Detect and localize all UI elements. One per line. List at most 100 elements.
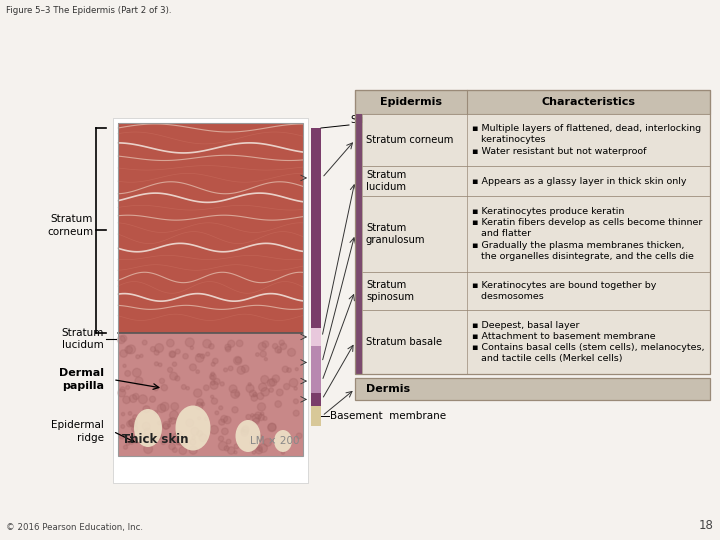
Circle shape [210,375,215,379]
Ellipse shape [274,430,292,452]
Circle shape [150,396,156,402]
Text: 18: 18 [699,519,714,532]
Circle shape [214,379,220,384]
Circle shape [155,362,158,366]
Circle shape [263,416,267,421]
Circle shape [170,372,178,380]
Circle shape [126,442,130,446]
Circle shape [234,444,239,449]
Circle shape [118,389,126,397]
Circle shape [145,437,150,442]
Circle shape [190,346,194,349]
Circle shape [246,384,254,393]
Circle shape [175,376,180,381]
Text: ▪ Appears as a glassy layer in thick skin only: ▪ Appears as a glassy layer in thick ski… [472,177,686,186]
Circle shape [253,418,259,424]
Circle shape [224,416,231,424]
FancyBboxPatch shape [355,272,362,310]
Circle shape [218,436,224,441]
Circle shape [211,381,215,385]
Circle shape [261,388,269,396]
Circle shape [203,340,211,348]
Circle shape [132,394,139,400]
Circle shape [251,395,258,401]
Circle shape [120,434,124,439]
Circle shape [128,420,135,426]
Circle shape [264,438,271,447]
Text: Dermal
papilla: Dermal papilla [59,368,104,391]
Circle shape [126,386,130,389]
Circle shape [180,438,188,446]
Circle shape [231,389,240,399]
FancyBboxPatch shape [311,346,321,393]
Circle shape [224,368,228,372]
Circle shape [132,415,138,420]
Circle shape [148,436,156,443]
Circle shape [161,402,169,411]
FancyBboxPatch shape [362,272,710,310]
Circle shape [122,396,130,403]
Circle shape [287,368,292,373]
Circle shape [277,349,282,353]
Circle shape [194,389,202,397]
FancyBboxPatch shape [311,393,321,406]
Text: ▪ Keratinocytes produce keratin
▪ Keratin fibers develop as cells become thinner: ▪ Keratinocytes produce keratin ▪ Kerati… [472,207,703,261]
Circle shape [211,398,217,404]
Circle shape [236,340,243,347]
Circle shape [250,440,255,445]
Circle shape [192,436,195,440]
Circle shape [225,347,231,352]
Circle shape [173,434,180,441]
Circle shape [258,383,267,391]
FancyBboxPatch shape [118,333,303,456]
Circle shape [235,392,240,396]
Circle shape [289,379,298,387]
Circle shape [228,366,233,371]
Circle shape [167,424,171,427]
Text: Stratum
lucidum: Stratum lucidum [366,170,406,192]
Circle shape [172,362,176,366]
Circle shape [284,383,289,390]
Circle shape [154,350,159,355]
Circle shape [197,430,203,436]
Ellipse shape [176,406,210,450]
Circle shape [210,381,218,389]
FancyBboxPatch shape [113,118,308,483]
Circle shape [154,410,158,414]
Circle shape [241,429,248,436]
Circle shape [127,345,135,354]
Circle shape [255,412,261,419]
Circle shape [294,387,297,390]
FancyBboxPatch shape [311,328,321,346]
Circle shape [241,427,248,435]
Circle shape [204,417,208,420]
Circle shape [268,423,276,431]
Circle shape [201,402,204,406]
Circle shape [210,395,214,399]
Circle shape [120,387,125,392]
Circle shape [241,365,249,373]
Circle shape [246,414,251,420]
Ellipse shape [134,409,162,447]
Circle shape [256,435,263,441]
Text: ▪ Deepest, basal layer
▪ Attachment to basement membrane
▪ Contains basal cells : ▪ Deepest, basal layer ▪ Attachment to b… [472,321,704,363]
FancyBboxPatch shape [118,123,303,333]
Circle shape [234,451,237,454]
Circle shape [138,395,148,404]
Circle shape [120,350,127,357]
Circle shape [128,411,132,415]
Circle shape [267,379,275,387]
Text: Figure 5–3 The Epidermis (Part 2 of 3).: Figure 5–3 The Epidermis (Part 2 of 3). [6,6,171,15]
Circle shape [161,441,166,444]
Text: ▪ Keratinocytes are bound together by
   desmosomes: ▪ Keratinocytes are bound together by de… [472,281,657,301]
Circle shape [280,343,287,349]
Circle shape [173,448,177,453]
Circle shape [120,335,127,342]
Circle shape [204,385,209,390]
Circle shape [159,379,165,383]
Circle shape [275,347,282,353]
Circle shape [169,351,176,357]
Circle shape [297,433,302,438]
Circle shape [219,406,222,410]
Circle shape [242,426,249,433]
